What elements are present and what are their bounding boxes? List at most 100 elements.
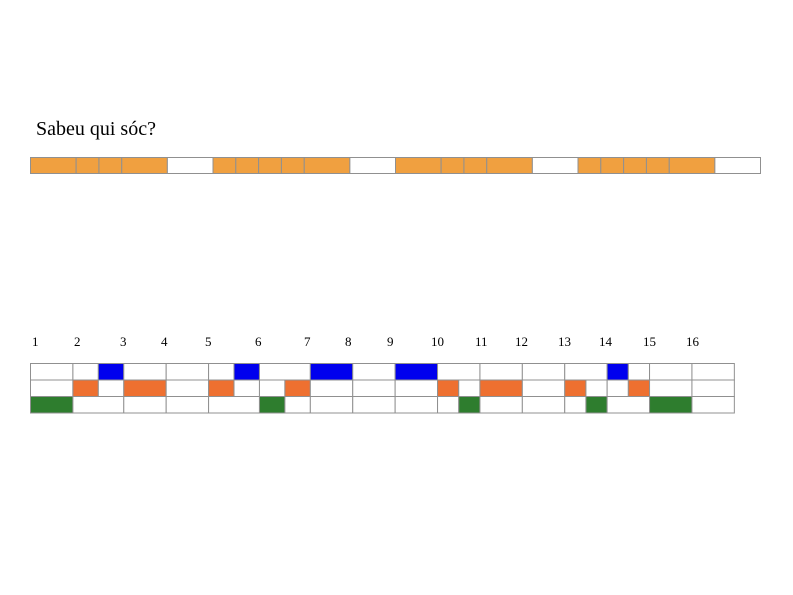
bottom-cell (521, 396, 566, 414)
bottom-cell (72, 396, 125, 414)
syllable-block (600, 157, 625, 174)
bottom-cell (649, 396, 693, 414)
syllable-block (577, 157, 602, 174)
bottom-cell (564, 396, 587, 414)
syllable-block (98, 157, 123, 174)
top-cell (309, 363, 354, 381)
syllable-row (30, 157, 761, 174)
bottom-cell (394, 396, 439, 414)
pattern-grid (30, 363, 735, 414)
syllable-block (486, 157, 533, 174)
syllable-block (75, 157, 100, 174)
bottom-cell (437, 396, 460, 414)
syllable-block (121, 157, 168, 174)
top-cell (606, 363, 629, 381)
bottom-cell (123, 396, 167, 414)
bottom-cell (284, 396, 311, 414)
syllable-block (30, 157, 77, 174)
top-cell (165, 363, 210, 381)
middle-cell (627, 379, 651, 397)
rest-block (531, 157, 579, 174)
beat-number: 1 (32, 334, 39, 349)
middle-cell (30, 379, 74, 397)
bottom-cell (208, 396, 260, 414)
top-cell (627, 363, 651, 381)
syllable-block (280, 157, 305, 174)
middle-cell (458, 379, 481, 397)
bottom-cell (691, 396, 735, 414)
syllable-block (395, 157, 442, 174)
syllable-block (212, 157, 237, 174)
top-cell (97, 363, 125, 381)
syllable-block (440, 157, 465, 174)
syllable-block (623, 157, 647, 174)
middle-cell (97, 379, 125, 397)
top-cell (394, 363, 439, 381)
rest-block (349, 157, 396, 174)
top-cell (352, 363, 396, 381)
page-title: Sabeu qui sóc? (36, 118, 156, 140)
beat-number: 9 (387, 334, 394, 349)
top-cell (649, 363, 693, 381)
middle-cell (123, 379, 167, 397)
beat-number: 12 (515, 334, 528, 349)
beat-number: 3 (120, 334, 127, 349)
bottom-cell (352, 396, 396, 414)
top-cell (30, 363, 74, 381)
beat-number: 16 (686, 334, 700, 349)
middle-cell (394, 379, 439, 397)
bottom-cell (309, 396, 354, 414)
middle-cell (521, 379, 566, 397)
beat-number: 7 (304, 334, 311, 349)
middle-cell (437, 379, 460, 397)
bottom-cell (458, 396, 481, 414)
bottom-cell (258, 396, 286, 414)
middle-cell (691, 379, 735, 397)
top-cell (208, 363, 235, 381)
middle-cell (585, 379, 608, 397)
top-cell (691, 363, 735, 381)
syllable-block (303, 157, 351, 174)
bottom-cell (585, 396, 608, 414)
bottom-cell (606, 396, 651, 414)
beat-number: 5 (205, 334, 212, 349)
syllable-block (668, 157, 716, 174)
beat-number: 2 (74, 334, 81, 349)
syllable-block (258, 157, 282, 174)
beat-numbers: 1 2 3 4 5 6 7 8 9 10 11 12 13 14 15 16 (32, 334, 700, 349)
middle-cell (309, 379, 354, 397)
top-cell (258, 363, 311, 381)
beat-number: 6 (255, 334, 262, 349)
syllable-block (645, 157, 670, 174)
rest-block (714, 157, 761, 174)
middle-cell (479, 379, 523, 397)
rest-block (166, 157, 214, 174)
middle-cell (284, 379, 311, 397)
middle-cell (165, 379, 210, 397)
top-cell (437, 363, 481, 381)
middle-cell (258, 379, 286, 397)
top-cell (479, 363, 523, 381)
beat-number: 11 (475, 334, 488, 349)
top-cell (123, 363, 167, 381)
beat-number: 10 (431, 334, 444, 349)
beat-number: 14 (599, 334, 613, 349)
beat-number: 15 (643, 334, 656, 349)
middle-cell (564, 379, 587, 397)
bottom-cell (479, 396, 523, 414)
middle-cell (606, 379, 629, 397)
top-cell (521, 363, 566, 381)
bottom-cell (165, 396, 210, 414)
middle-cell (649, 379, 693, 397)
top-cell (72, 363, 99, 381)
middle-cell (352, 379, 396, 397)
beat-number: 4 (161, 334, 168, 349)
syllable-block (235, 157, 260, 174)
syllable-block (463, 157, 488, 174)
beat-number: 8 (345, 334, 352, 349)
bottom-cell (30, 396, 74, 414)
middle-cell (233, 379, 260, 397)
middle-cell (72, 379, 99, 397)
top-cell (233, 363, 260, 381)
